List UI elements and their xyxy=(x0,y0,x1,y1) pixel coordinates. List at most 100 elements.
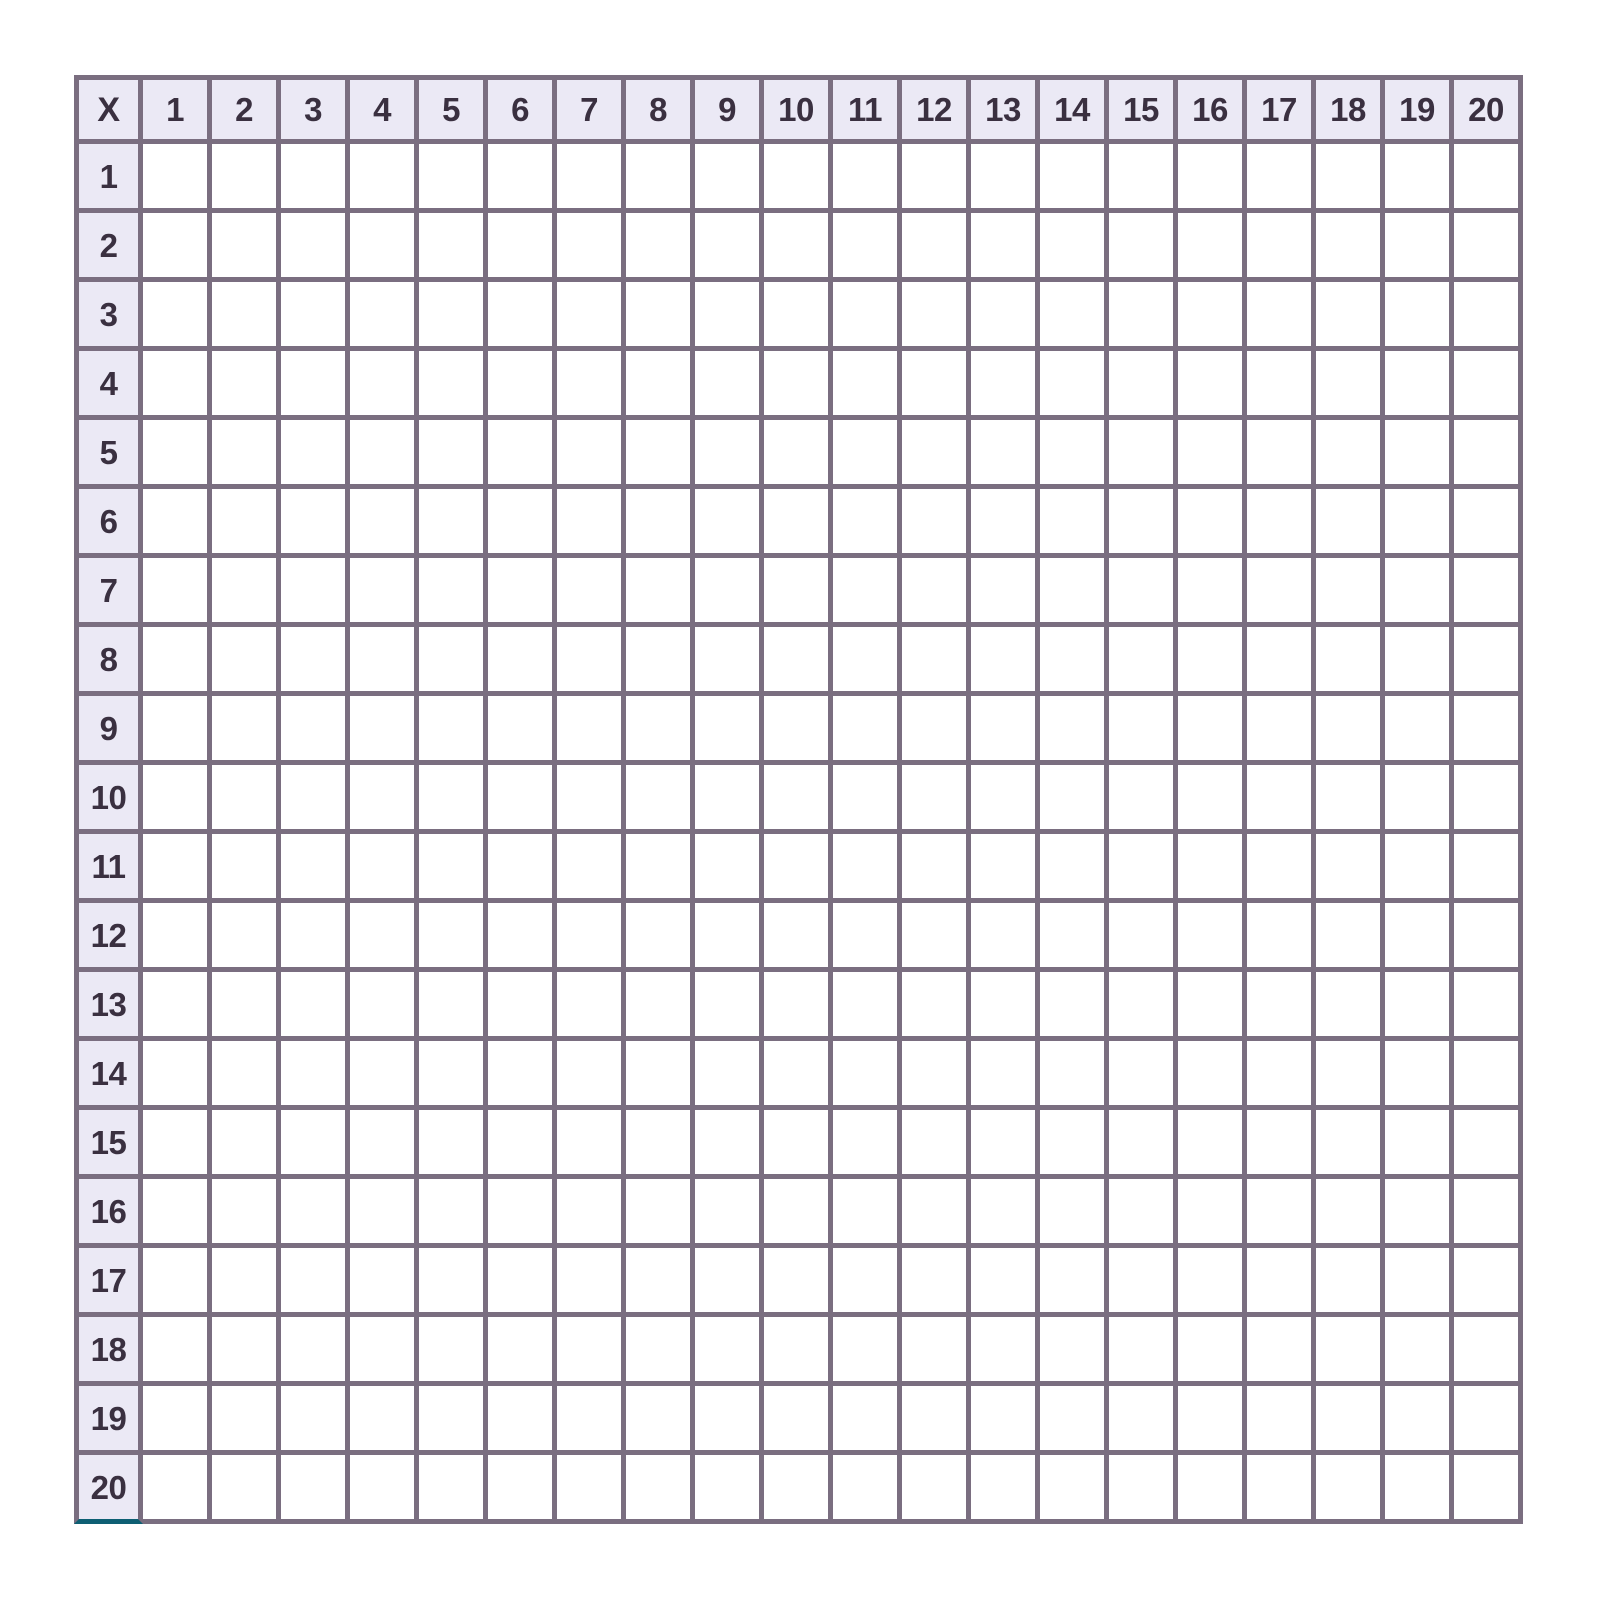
cell-r6-c14[interactable] xyxy=(1040,489,1109,558)
cell-r1-c1[interactable] xyxy=(143,144,212,213)
cell-r6-c19[interactable] xyxy=(1385,489,1454,558)
cell-r20-c2[interactable] xyxy=(212,1455,281,1524)
column-header-2[interactable]: 2 xyxy=(212,75,281,144)
cell-r10-c16[interactable] xyxy=(1178,765,1247,834)
cell-r7-c9[interactable] xyxy=(695,558,764,627)
cell-r3-c11[interactable] xyxy=(833,282,902,351)
cell-r3-c14[interactable] xyxy=(1040,282,1109,351)
cell-r7-c16[interactable] xyxy=(1178,558,1247,627)
cell-r9-c3[interactable] xyxy=(281,696,350,765)
row-header-9[interactable]: 9 xyxy=(74,696,143,765)
cell-r11-c8[interactable] xyxy=(626,834,695,903)
cell-r5-c8[interactable] xyxy=(626,420,695,489)
cell-r14-c3[interactable] xyxy=(281,1041,350,1110)
cell-r13-c11[interactable] xyxy=(833,972,902,1041)
cell-r2-c11[interactable] xyxy=(833,213,902,282)
cell-r12-c17[interactable] xyxy=(1247,903,1316,972)
cell-r15-c8[interactable] xyxy=(626,1110,695,1179)
cell-r3-c13[interactable] xyxy=(971,282,1040,351)
cell-r18-c7[interactable] xyxy=(557,1317,626,1386)
cell-r18-c8[interactable] xyxy=(626,1317,695,1386)
cell-r4-c10[interactable] xyxy=(764,351,833,420)
cell-r6-c1[interactable] xyxy=(143,489,212,558)
column-header-15[interactable]: 15 xyxy=(1109,75,1178,144)
cell-r17-c10[interactable] xyxy=(764,1248,833,1317)
cell-r2-c2[interactable] xyxy=(212,213,281,282)
cell-r1-c17[interactable] xyxy=(1247,144,1316,213)
cell-r18-c3[interactable] xyxy=(281,1317,350,1386)
cell-r1-c12[interactable] xyxy=(902,144,971,213)
cell-r16-c1[interactable] xyxy=(143,1179,212,1248)
cell-r6-c2[interactable] xyxy=(212,489,281,558)
row-header-15[interactable]: 15 xyxy=(74,1110,143,1179)
cell-r6-c3[interactable] xyxy=(281,489,350,558)
cell-r10-c9[interactable] xyxy=(695,765,764,834)
row-header-14[interactable]: 14 xyxy=(74,1041,143,1110)
cell-r17-c4[interactable] xyxy=(350,1248,419,1317)
cell-r5-c10[interactable] xyxy=(764,420,833,489)
cell-r15-c6[interactable] xyxy=(488,1110,557,1179)
cell-r18-c17[interactable] xyxy=(1247,1317,1316,1386)
cell-r18-c11[interactable] xyxy=(833,1317,902,1386)
cell-r4-c20[interactable] xyxy=(1454,351,1523,420)
column-header-14[interactable]: 14 xyxy=(1040,75,1109,144)
cell-r6-c15[interactable] xyxy=(1109,489,1178,558)
cell-r10-c17[interactable] xyxy=(1247,765,1316,834)
cell-r3-c5[interactable] xyxy=(419,282,488,351)
cell-r16-c17[interactable] xyxy=(1247,1179,1316,1248)
cell-r15-c18[interactable] xyxy=(1316,1110,1385,1179)
cell-r14-c10[interactable] xyxy=(764,1041,833,1110)
cell-r3-c12[interactable] xyxy=(902,282,971,351)
column-header-5[interactable]: 5 xyxy=(419,75,488,144)
cell-r16-c14[interactable] xyxy=(1040,1179,1109,1248)
cell-r18-c19[interactable] xyxy=(1385,1317,1454,1386)
cell-r9-c12[interactable] xyxy=(902,696,971,765)
cell-r16-c13[interactable] xyxy=(971,1179,1040,1248)
cell-r9-c14[interactable] xyxy=(1040,696,1109,765)
cell-r6-c6[interactable] xyxy=(488,489,557,558)
cell-r16-c2[interactable] xyxy=(212,1179,281,1248)
cell-r5-c15[interactable] xyxy=(1109,420,1178,489)
row-header-3[interactable]: 3 xyxy=(74,282,143,351)
cell-r12-c1[interactable] xyxy=(143,903,212,972)
cell-r14-c9[interactable] xyxy=(695,1041,764,1110)
cell-r4-c17[interactable] xyxy=(1247,351,1316,420)
cell-r3-c3[interactable] xyxy=(281,282,350,351)
column-header-3[interactable]: 3 xyxy=(281,75,350,144)
cell-r18-c1[interactable] xyxy=(143,1317,212,1386)
cell-r4-c11[interactable] xyxy=(833,351,902,420)
cell-r17-c12[interactable] xyxy=(902,1248,971,1317)
cell-r7-c19[interactable] xyxy=(1385,558,1454,627)
cell-r11-c12[interactable] xyxy=(902,834,971,903)
cell-r8-c8[interactable] xyxy=(626,627,695,696)
cell-r4-c8[interactable] xyxy=(626,351,695,420)
column-header-8[interactable]: 8 xyxy=(626,75,695,144)
cell-r12-c7[interactable] xyxy=(557,903,626,972)
cell-r7-c1[interactable] xyxy=(143,558,212,627)
cell-r7-c7[interactable] xyxy=(557,558,626,627)
cell-r9-c19[interactable] xyxy=(1385,696,1454,765)
cell-r17-c3[interactable] xyxy=(281,1248,350,1317)
cell-r12-c3[interactable] xyxy=(281,903,350,972)
column-header-20[interactable]: 20 xyxy=(1454,75,1523,144)
row-header-10[interactable]: 10 xyxy=(74,765,143,834)
cell-r10-c8[interactable] xyxy=(626,765,695,834)
cell-r9-c5[interactable] xyxy=(419,696,488,765)
cell-r12-c11[interactable] xyxy=(833,903,902,972)
cell-r13-c13[interactable] xyxy=(971,972,1040,1041)
cell-r14-c15[interactable] xyxy=(1109,1041,1178,1110)
cell-r8-c4[interactable] xyxy=(350,627,419,696)
cell-r18-c14[interactable] xyxy=(1040,1317,1109,1386)
cell-r20-c17[interactable] xyxy=(1247,1455,1316,1524)
cell-r19-c15[interactable] xyxy=(1109,1386,1178,1455)
cell-r17-c9[interactable] xyxy=(695,1248,764,1317)
cell-r16-c19[interactable] xyxy=(1385,1179,1454,1248)
cell-r19-c13[interactable] xyxy=(971,1386,1040,1455)
cell-r1-c15[interactable] xyxy=(1109,144,1178,213)
cell-r1-c7[interactable] xyxy=(557,144,626,213)
column-header-19[interactable]: 19 xyxy=(1385,75,1454,144)
column-header-10[interactable]: 10 xyxy=(764,75,833,144)
cell-r9-c17[interactable] xyxy=(1247,696,1316,765)
cell-r5-c1[interactable] xyxy=(143,420,212,489)
cell-r3-c1[interactable] xyxy=(143,282,212,351)
